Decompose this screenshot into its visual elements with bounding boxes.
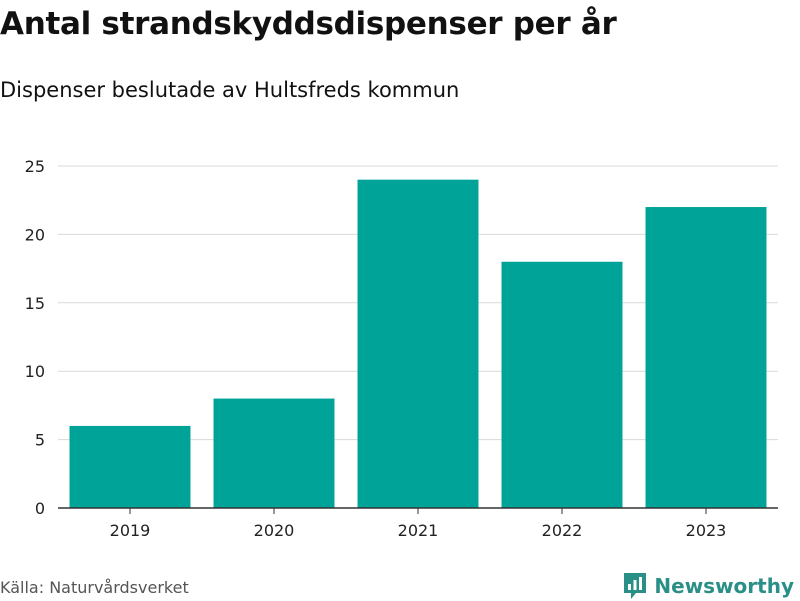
brand-logo: Newsworthy bbox=[622, 571, 794, 601]
y-tick-label: 10 bbox=[25, 362, 45, 381]
y-tick-label: 15 bbox=[25, 294, 45, 313]
chart-subtitle: Dispenser beslutade av Hultsfreds kommun bbox=[0, 78, 460, 102]
newsworthy-logo-icon bbox=[624, 573, 647, 599]
bars bbox=[69, 179, 767, 509]
bar-2022 bbox=[501, 261, 623, 508]
bar-2023 bbox=[645, 207, 767, 509]
bar-2020 bbox=[213, 398, 335, 508]
brand-name: Newsworthy bbox=[654, 574, 794, 598]
source-note: Källa: Naturvårdsverket bbox=[0, 578, 189, 597]
y-tick-label: 0 bbox=[35, 499, 45, 518]
x-tick-label: 2021 bbox=[398, 521, 439, 540]
axes: 0 5 10 15 20 25 2019 2020 2021 2022 2023 bbox=[25, 157, 778, 540]
y-tick-label: 25 bbox=[25, 157, 45, 176]
bar-2019 bbox=[69, 425, 191, 508]
y-tick-label: 20 bbox=[25, 225, 45, 244]
bar-2021 bbox=[357, 179, 479, 508]
x-tick-label: 2019 bbox=[110, 521, 151, 540]
chart-title: Antal strandskyddsdispenser per år bbox=[0, 6, 617, 42]
x-tick-label: 2022 bbox=[542, 521, 583, 540]
y-tick-label: 5 bbox=[35, 431, 45, 450]
x-tick-label: 2023 bbox=[686, 521, 727, 540]
x-tick-label: 2020 bbox=[254, 521, 295, 540]
